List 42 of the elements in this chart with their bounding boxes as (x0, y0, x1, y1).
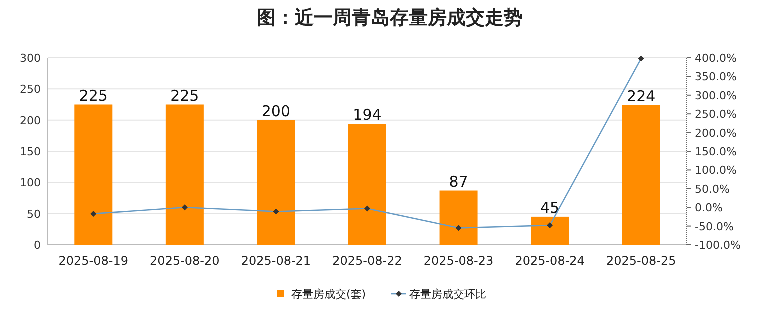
data-label: 225 (170, 86, 200, 105)
bar (531, 216, 570, 245)
data-label: 45 (540, 198, 560, 217)
y2-tick-label: 350.0% (695, 70, 737, 84)
y2-tick-label: 200.0% (695, 126, 737, 140)
y2-tick-label: 300.0% (695, 89, 737, 102)
x-tick-label: 2025-08-23 (424, 254, 494, 268)
x-tick-label: 2025-08-24 (515, 254, 585, 268)
data-label: 194 (353, 106, 382, 124)
x-tick-label: 2025-08-21 (241, 254, 312, 268)
y2-tick-label: -50.0% (695, 220, 734, 234)
y-tick-label: 250 (20, 83, 41, 96)
y-tick-label: 50 (27, 208, 41, 221)
y2-tick-label: 150.0% (695, 146, 737, 158)
legend-label: 存量房成交(套) (292, 288, 366, 301)
chart-title: 图：近一周青岛存量房成交走势 (257, 7, 523, 29)
y-tick-label: 200 (20, 114, 41, 128)
x-tick-label: 2025-08-22 (332, 254, 402, 268)
bar (348, 124, 386, 245)
y2-tick-label: 250.0% (695, 108, 737, 122)
legend-label: 存量房成交环比 (410, 288, 486, 301)
x-tick-label: 2025-08-20 (150, 254, 220, 268)
x-tick-label: 2025-08-25 (606, 254, 676, 268)
y-tick-label: 150 (20, 146, 41, 158)
data-label: 87 (449, 172, 468, 191)
y-tick-label: 300 (20, 52, 41, 65)
y2-tick-label: 0.0% (695, 202, 723, 215)
y2-tick-label: 100.0% (695, 164, 737, 178)
y2-tick-label: 400.0% (695, 52, 737, 65)
y-tick-label: 0 (34, 239, 41, 252)
bar (166, 104, 204, 245)
bar (257, 120, 296, 245)
data-label: 224 (627, 87, 656, 106)
bar (74, 104, 113, 245)
data-label: 225 (79, 86, 108, 105)
data-label: 200 (262, 102, 291, 120)
bar (440, 190, 478, 245)
y2-tick-label: -100.0% (695, 239, 741, 252)
y2-tick-label: 50.0% (695, 182, 730, 196)
bar (622, 105, 660, 245)
x-tick-label: 2025-08-19 (58, 254, 129, 268)
y-tick-label: 100 (20, 176, 41, 190)
